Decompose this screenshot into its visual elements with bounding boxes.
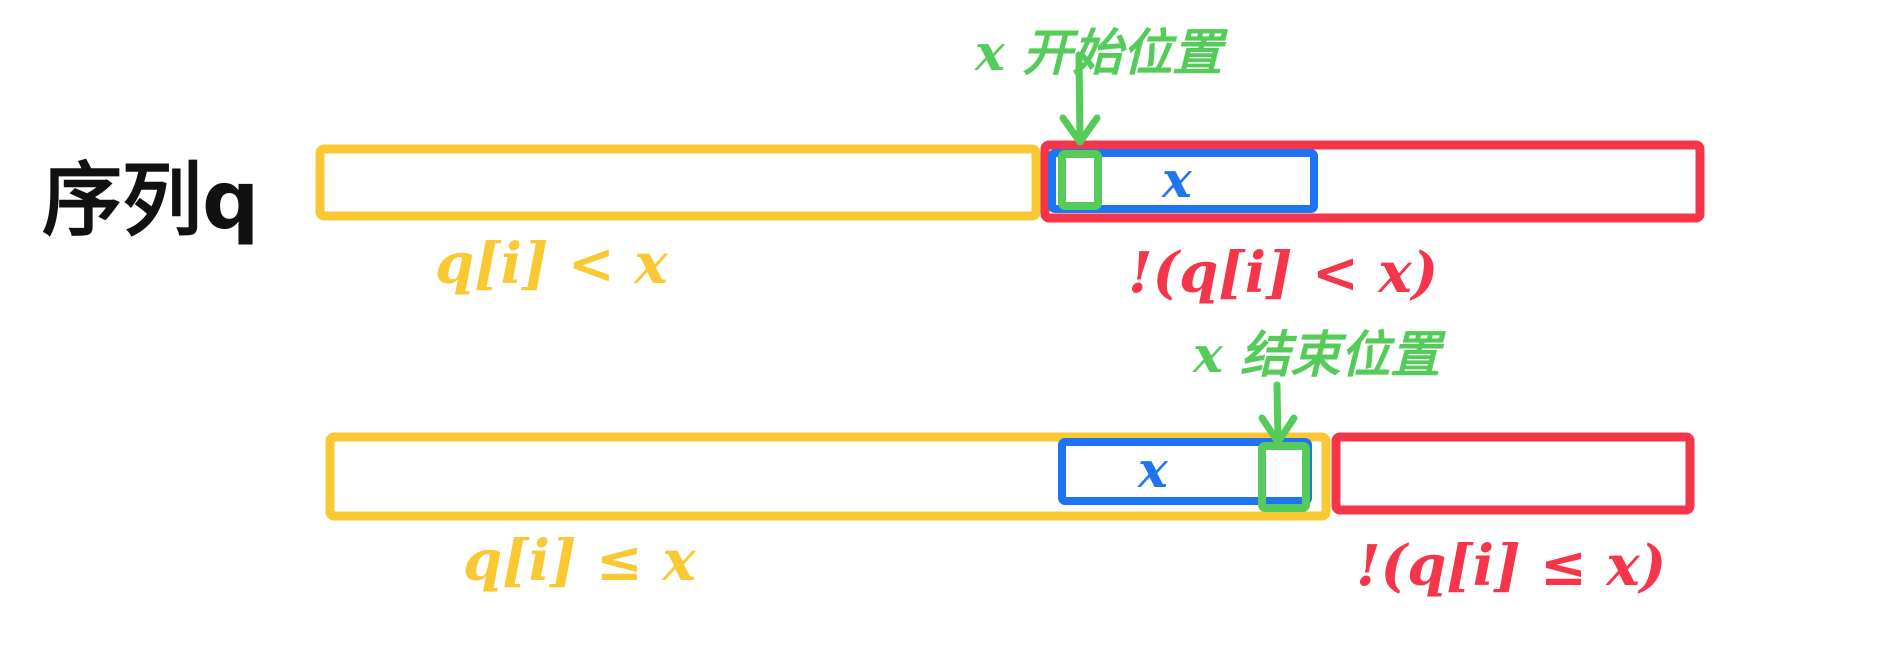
bottom-yellow-region — [325, 432, 1331, 521]
top-start-marker — [1058, 150, 1102, 210]
sequence-label: 序列q — [42, 154, 259, 247]
start-position-note: x 开始位置 — [974, 23, 1228, 82]
top-red-region — [1040, 140, 1705, 223]
bottom-red-region — [1331, 432, 1695, 515]
end-arrow-icon — [1258, 381, 1298, 446]
top-blue-x-label: x — [1161, 150, 1193, 209]
bottom-right-condition: !(q[i] ≤ x) — [1356, 533, 1666, 599]
top-right-condition: !(q[i] < x) — [1128, 240, 1438, 306]
end-position-note: x 结束位置 — [1192, 325, 1446, 384]
top-yellow-region — [315, 144, 1041, 221]
bottom-left-condition: q[i] ≤ x — [463, 528, 696, 594]
bottom-blue-x-label: x — [1137, 440, 1169, 499]
bottom-blue-x-region — [1058, 438, 1312, 505]
top-left-condition: q[i] < x — [435, 231, 668, 297]
top-blue-x-region — [1048, 149, 1318, 213]
start-arrow-icon — [1059, 51, 1101, 146]
bottom-end-marker — [1258, 442, 1310, 512]
